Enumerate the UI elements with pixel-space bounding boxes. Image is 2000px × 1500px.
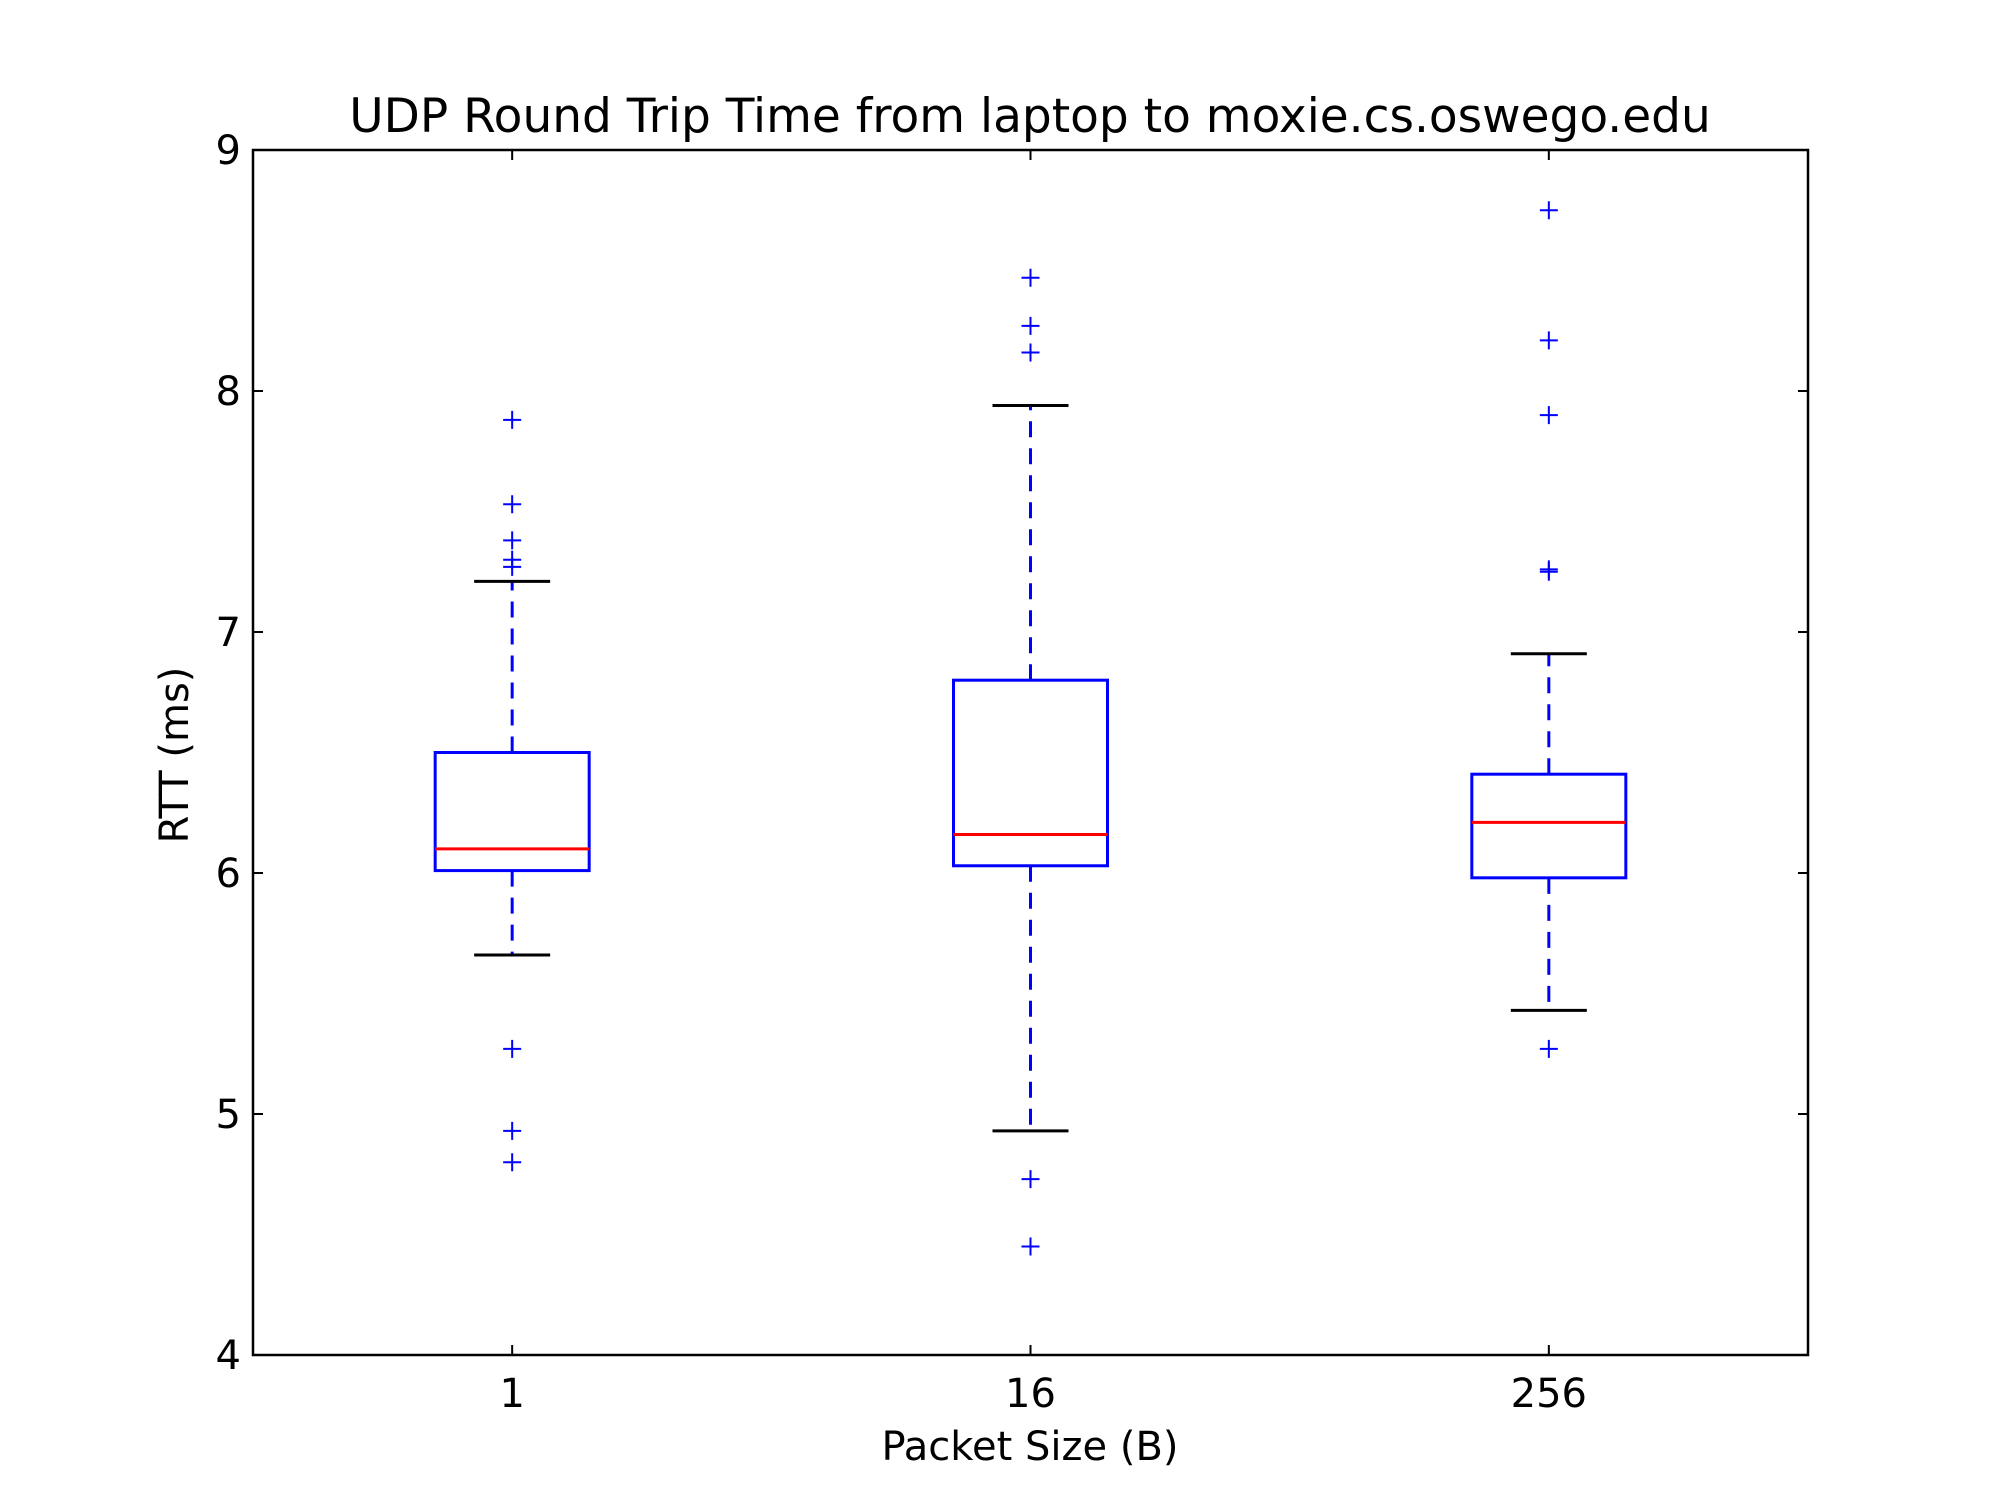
outlier-point (503, 557, 522, 576)
outlier-point (1021, 1237, 1040, 1256)
plot-frame (251, 148, 1810, 1357)
y-tick-label: 5 (216, 1092, 241, 1138)
y-axis-label: RTT (ms) (152, 667, 198, 844)
outlier-point (1539, 201, 1558, 220)
iqr-box (952, 678, 1109, 868)
outlier-point (503, 410, 522, 429)
outlier-point (503, 495, 522, 514)
outlier-point (1021, 1170, 1040, 1189)
outlier-point (1539, 331, 1558, 350)
y-tick-label: 7 (216, 610, 241, 656)
outlier-point (1021, 268, 1040, 287)
outlier-point (1539, 1039, 1558, 1058)
x-axis-label: Packet Size (B) (881, 1424, 1178, 1470)
outlier-point (1539, 406, 1558, 425)
outlier-point (1021, 343, 1040, 362)
outlier-point (1539, 562, 1558, 581)
chart-title: UDP Round Trip Time from laptop to moxie… (349, 89, 1710, 144)
outlier-point (503, 531, 522, 550)
y-tick-label: 8 (216, 369, 241, 415)
iqr-box (1470, 772, 1628, 880)
iqr-box (433, 751, 591, 873)
x-tick-label: 1 (499, 1371, 524, 1417)
outlier-point (503, 1039, 522, 1058)
y-tick-label: 6 (216, 851, 241, 897)
y-tick-label: 4 (216, 1333, 241, 1379)
outlier-point (503, 1121, 522, 1140)
plot-area: 4 5 6 7 8 9 1 16 256 (216, 128, 1808, 1417)
outlier-point (1021, 316, 1040, 335)
x-tick-label: 256 (1511, 1371, 1587, 1417)
x-tick-label: 16 (1005, 1371, 1056, 1417)
outlier-point (503, 1153, 522, 1172)
y-tick-label: 9 (216, 128, 241, 174)
